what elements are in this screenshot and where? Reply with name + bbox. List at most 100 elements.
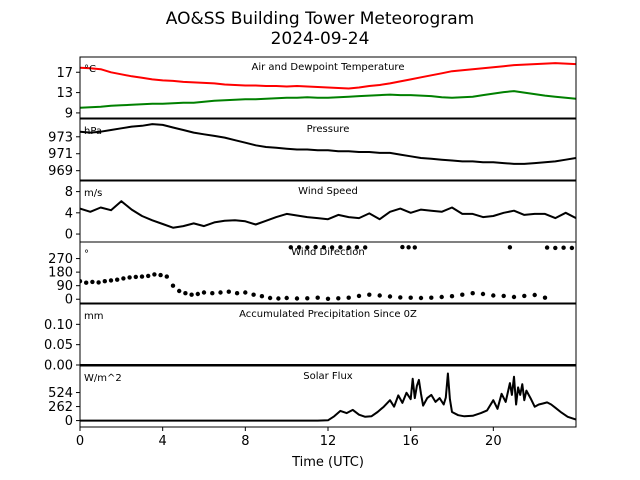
y-tick-label: 9 — [65, 106, 73, 121]
wind-direction-point — [177, 288, 182, 294]
panel-frame — [79, 56, 577, 119]
panel-plot-area — [80, 372, 576, 422]
wind-direction-point — [284, 295, 289, 301]
wind-direction-point — [561, 245, 566, 250]
wind-direction-point — [267, 295, 273, 301]
wind-direction-point — [501, 293, 506, 299]
wind-direction-point — [158, 272, 163, 278]
y-tick-label: 971 — [48, 147, 73, 162]
panel-title: Pressure — [307, 124, 350, 135]
wind-direction-point — [201, 290, 207, 295]
wind-direction-point — [412, 245, 417, 250]
wind-direction-point — [418, 295, 424, 301]
wind-direction-point — [542, 295, 548, 300]
series-line-1 — [80, 62, 576, 90]
wind-direction-point — [336, 296, 341, 301]
wind-direction-point — [507, 245, 513, 250]
x-tick-label: 16 — [402, 434, 419, 449]
panel-unit: °C — [84, 64, 96, 75]
wind-direction-point — [313, 244, 318, 250]
wind-direction-point — [195, 291, 200, 297]
wind-direction-point — [152, 272, 157, 277]
wind-direction-point — [439, 294, 444, 300]
wind-direction-point — [406, 245, 411, 250]
wind-direction-point — [146, 273, 151, 279]
wind-direction-point — [367, 292, 372, 297]
wind-direction-point — [234, 291, 240, 296]
wind-direction-point — [218, 290, 223, 295]
x-tick-label: 20 — [485, 434, 502, 449]
panel-plot-area — [80, 200, 576, 229]
wind-direction-point — [139, 274, 145, 279]
panel-title: Solar Flux — [303, 371, 353, 382]
panel-unit: mm — [84, 311, 103, 322]
panel-unit: hPa — [84, 126, 102, 137]
y-tick-label: 0.00 — [44, 359, 73, 374]
wind-direction-point — [532, 292, 537, 298]
x-axis-label: Time (UTC) — [291, 455, 364, 470]
wind-direction-point — [346, 245, 351, 250]
panel-title: Wind Speed — [298, 186, 358, 197]
y-tick-label: 8 — [65, 185, 73, 200]
wind-direction-point — [164, 274, 169, 279]
wind-direction-point — [400, 244, 405, 250]
wind-direction-point — [329, 245, 335, 250]
wind-direction-point — [491, 293, 496, 298]
wind-direction-point — [108, 278, 114, 283]
wind-direction-point — [387, 294, 393, 299]
y-tick-label: 180 — [48, 266, 73, 281]
y-tick-label: 13 — [56, 86, 73, 101]
y-tick-label: 524 — [48, 386, 73, 401]
wind-direction-point — [325, 296, 331, 301]
wind-direction-point — [470, 291, 475, 296]
wind-direction-point — [294, 296, 300, 301]
wind-direction-point — [377, 293, 382, 298]
wind-direction-point — [243, 290, 248, 295]
panel-title: Wind Direction — [291, 247, 365, 258]
panel-plot-area — [80, 62, 576, 109]
x-tick-label: 12 — [320, 434, 337, 449]
wind-direction-point — [346, 295, 351, 300]
y-tick-label: 90 — [56, 279, 73, 294]
wind-direction-point — [121, 276, 126, 281]
x-axis: 0 4 8 12 16 20 — [76, 427, 502, 449]
y-tick-label: 0.10 — [44, 318, 73, 333]
wind-direction-point — [226, 289, 231, 294]
wind-direction-point — [259, 294, 265, 299]
panel-plot-area — [80, 244, 575, 301]
wind-direction-point — [96, 280, 101, 285]
panels: 9 13 17 Air and Dewpoint Temperature °C 969 97… — [44, 56, 577, 429]
y-tick-label: 0 — [65, 414, 73, 429]
y-tick-label: 973 — [48, 130, 73, 145]
panel-title: Accumulated Precipitation Since 0Z — [239, 309, 417, 320]
wind-direction-point — [354, 245, 360, 250]
wind-direction-point — [251, 292, 256, 297]
wind-direction-point — [305, 245, 310, 250]
figure-date: 2024-09-24 — [271, 29, 370, 49]
panel-unit: ° — [84, 249, 89, 260]
y-tick-label: 0 — [65, 293, 73, 308]
wind-direction-point — [553, 245, 558, 251]
wind-direction-point — [276, 296, 281, 301]
series-line-1 — [80, 200, 576, 229]
wind-direction-point — [115, 277, 120, 282]
panel-frame — [79, 303, 577, 366]
panel-unit: m/s — [84, 188, 102, 199]
wind-direction-point — [338, 245, 343, 250]
wind-direction-point — [102, 279, 108, 284]
y-tick-label: 270 — [48, 252, 73, 267]
wind-direction-point — [449, 294, 455, 299]
panel-2: 969 971 973 Pressure hPa — [48, 118, 577, 181]
wind-direction-point — [398, 295, 403, 300]
y-tick-label: 0 — [65, 228, 73, 243]
wind-direction-point — [511, 294, 517, 300]
wind-direction-point — [315, 295, 320, 300]
panel-5: 0.00 0.05 0.10 Accumulated Precipitation Si… — [44, 303, 577, 374]
panel-title: Air and Dewpoint Temperature — [252, 62, 405, 73]
y-tick-label: 262 — [48, 400, 73, 415]
panel-frame — [79, 118, 577, 181]
series-line-1 — [80, 123, 576, 165]
